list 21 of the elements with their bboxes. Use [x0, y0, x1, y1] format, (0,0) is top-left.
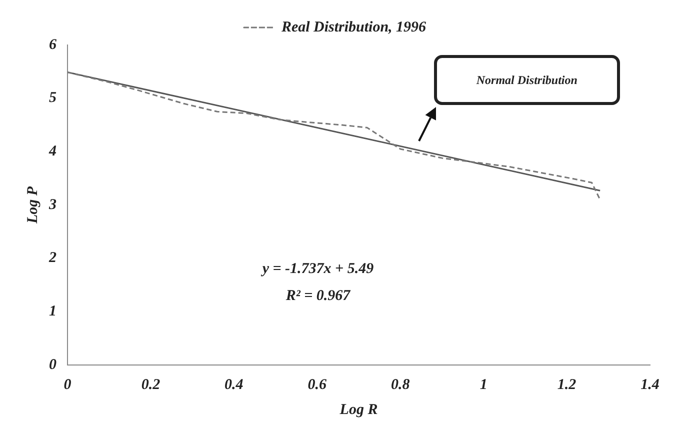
x-tick-label: 1 [480, 376, 488, 393]
y-tick-label: 5 [49, 90, 57, 106]
y-axis-title: Log P [24, 186, 41, 225]
y-tick-label: 1 [49, 304, 56, 320]
y-tick-label: 0 [49, 356, 57, 373]
x-tick-label: 0.4 [224, 376, 244, 393]
x-tick-label: 0.2 [141, 376, 161, 393]
x-tick-label: 1.2 [557, 376, 577, 393]
y-tick-label: 6 [49, 36, 57, 53]
x-axis-title: Log R [338, 402, 378, 418]
y-tick-label: 4 [48, 144, 57, 160]
x-tick-label: 0 [64, 376, 72, 393]
annotation: Normal Distribution [434, 55, 620, 106]
legend-label: Real Distribution, 1996 [280, 19, 427, 36]
annotation: y = -1.737x + 5.49 [260, 260, 374, 277]
y-tick-label: 3 [48, 196, 57, 213]
x-tick-label: 1.4 [640, 376, 660, 393]
y-tick-label: 2 [48, 250, 57, 266]
x-tick-label: 0.6 [308, 376, 328, 393]
annotation: R² = 0.967 [284, 288, 351, 304]
x-tick-label: 0.8 [390, 376, 410, 393]
